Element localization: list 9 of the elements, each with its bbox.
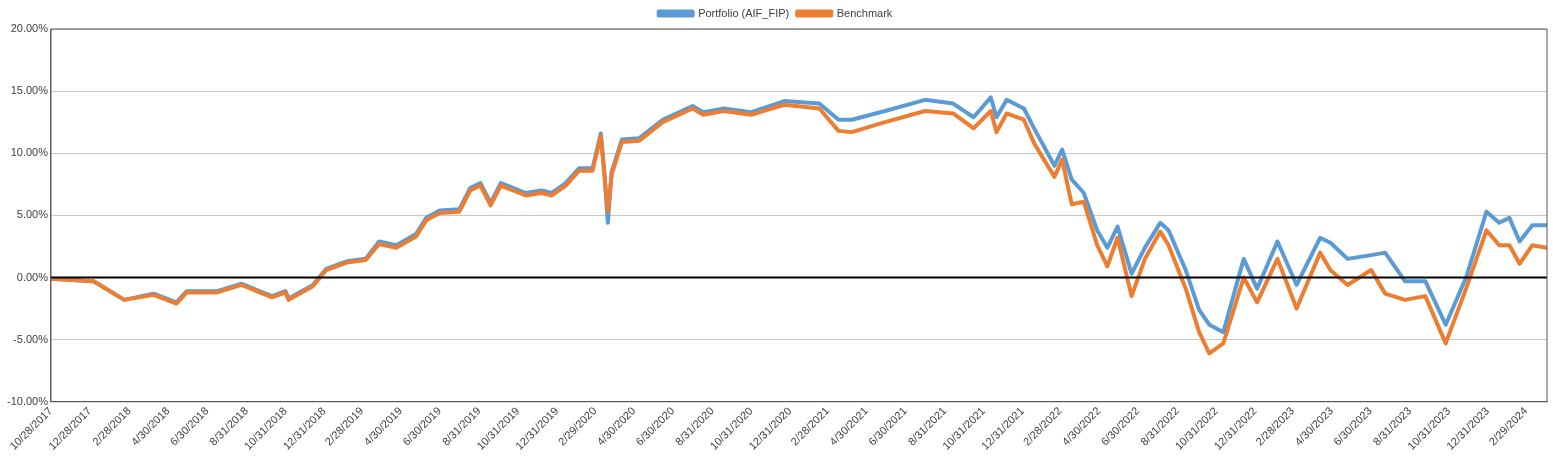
y-tick-label: 20.00%	[10, 22, 49, 35]
y-tick-label: 0.00%	[16, 270, 49, 283]
legend-label: Benchmark	[836, 6, 893, 19]
legend-label: Portfolio (AIF_FIP)	[698, 6, 790, 19]
y-tick-label: 10.00%	[10, 146, 49, 159]
y-tick-label: 15.00%	[10, 84, 49, 97]
y-tick-label: -10.00%	[6, 394, 49, 407]
y-tick-label: -5.00%	[13, 332, 49, 345]
y-tick-label: 5.00%	[16, 208, 49, 221]
